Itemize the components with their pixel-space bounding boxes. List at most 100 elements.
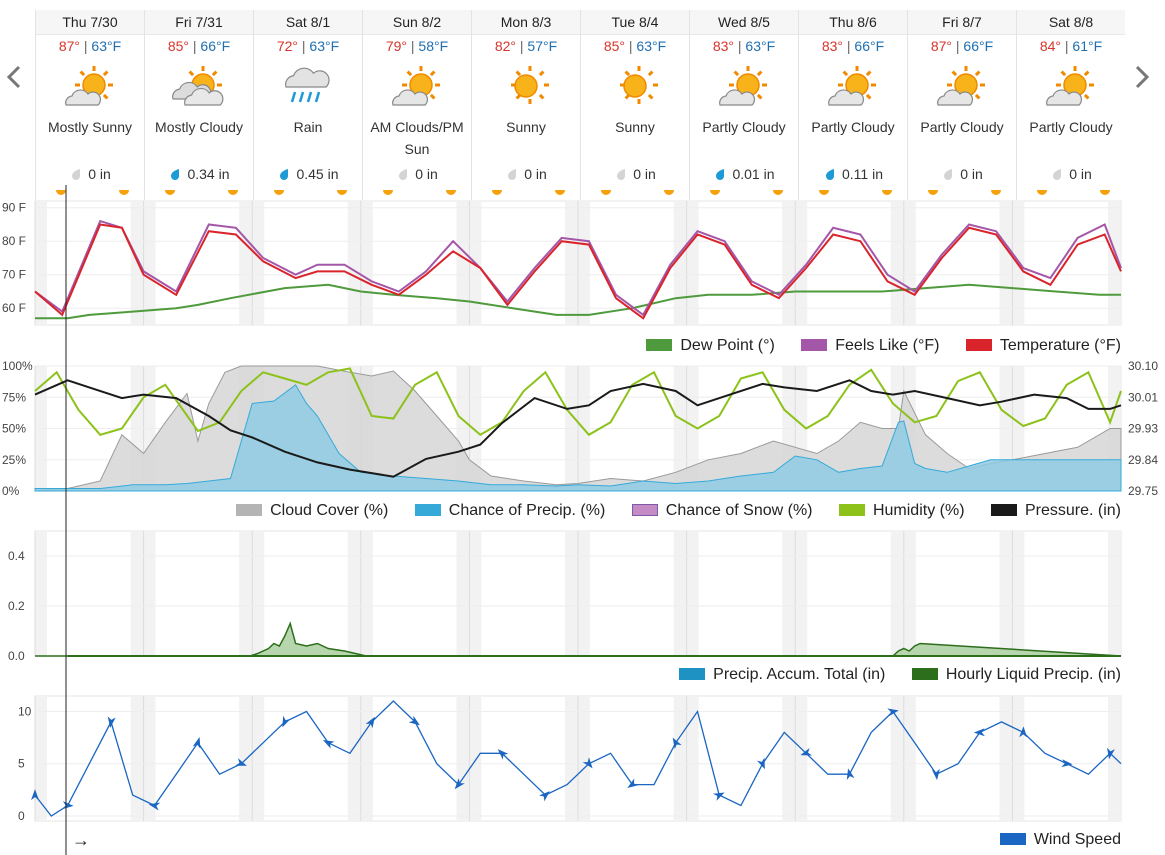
day-column[interactable]: Mon 8/3 82° | 57°F Sunny 0 in xyxy=(471,10,580,200)
day-temps: 87° | 63°F xyxy=(36,38,144,54)
sun-icon xyxy=(620,66,658,104)
day-precip: 0.11 in xyxy=(799,166,908,182)
snow-chance-swatch xyxy=(631,504,658,516)
low-temp: 66°F xyxy=(963,38,994,54)
day-precip: 0 in xyxy=(581,166,690,182)
legend-label: Precip. Accum. Total (in) xyxy=(713,666,886,683)
day-precip: 0.01 in xyxy=(690,166,799,182)
partly-cloudy-icon xyxy=(392,66,440,106)
raindrop-icon xyxy=(617,169,626,180)
wind-direction-arrow xyxy=(148,802,161,811)
wind-direction-arrow xyxy=(672,737,682,750)
series-line-dew_point xyxy=(35,283,1121,320)
legend-pressure[interactable]: Pressure. (in) xyxy=(990,502,1121,520)
high-temp: 87° xyxy=(930,38,952,54)
sunrise-sunset-icon xyxy=(56,190,129,195)
day-temps: 83° | 66°F xyxy=(799,38,907,54)
legend-temperature[interactable]: Temperature (°F) xyxy=(965,337,1121,355)
low-temp: 66°F xyxy=(854,38,885,54)
high-temp: 84° xyxy=(1039,38,1061,54)
high-temp: 83° xyxy=(821,38,843,54)
raindrop-icon xyxy=(716,169,725,180)
legend-precip-chance[interactable]: Chance of Precip. (%) xyxy=(414,502,606,520)
day-date: Tue 8/4 xyxy=(581,10,689,35)
raindrop-icon xyxy=(399,169,408,180)
day-column[interactable]: Sun 8/2 79° | 58°F AM Clouds/PM Sun 0 in xyxy=(362,10,471,200)
legend-label: Chance of Precip. (%) xyxy=(448,502,606,519)
y-tick-label: 5 xyxy=(18,757,25,771)
y-tick-label: 70 F xyxy=(2,268,26,282)
day-column[interactable]: Thu 8/6 83° | 66°F Partly Cloudy 0.11 in xyxy=(798,10,907,200)
day-column[interactable]: Thu 7/30 87° | 63°F Mostly Sunny 0 in xyxy=(35,10,144,200)
humidity-line xyxy=(34,367,1122,437)
wind-direction-arrow xyxy=(31,789,39,801)
chevron-right-icon xyxy=(1135,65,1150,89)
day-column[interactable]: Tue 8/4 85° | 63°F Sunny 0 in xyxy=(580,10,689,200)
partly-cloudy-icon xyxy=(937,66,985,106)
wind-speed-line xyxy=(34,700,1122,817)
day-column[interactable]: Fri 7/31 85° | 66°F Mostly Cloudy 0.34 in xyxy=(144,10,253,200)
day-column[interactable]: Fri 8/7 87° | 66°F Partly Cloudy 0 in xyxy=(907,10,1016,200)
temp-chart-legend: Dew Point (°) Feels Like (°F) Temperatur… xyxy=(624,337,1121,355)
legend-cloud-cover[interactable]: Cloud Cover (%) xyxy=(236,502,388,520)
day-temps: 84° | 61°F xyxy=(1017,38,1125,54)
raindrop-icon xyxy=(826,169,834,180)
temp-separator: | xyxy=(83,38,88,54)
legend-label: Temperature (°F) xyxy=(999,337,1121,354)
wind-direction-arrow xyxy=(62,801,74,810)
temp-separator: | xyxy=(955,38,960,54)
y-tick-label: 90 F xyxy=(2,201,26,215)
wind-direction-arrow xyxy=(1107,747,1115,760)
legend-precip-total[interactable]: Precip. Accum. Total (in) xyxy=(679,666,885,684)
day-date: Thu 7/30 xyxy=(36,10,144,35)
high-temp: 85° xyxy=(603,38,625,54)
low-temp: 63°F xyxy=(309,38,340,54)
day-column[interactable]: Wed 8/5 83° | 63°F Partly Cloudy 0.01 in xyxy=(689,10,798,200)
legend-snow-chance[interactable]: Chance of Snow (%) xyxy=(631,502,813,520)
sunrise-sunset-icon xyxy=(710,190,783,195)
low-temp: 63°F xyxy=(91,38,122,54)
day-column[interactable]: Sat 8/1 72° | 63°F Rain 0.45 in xyxy=(253,10,362,200)
prev-days-arrow[interactable] xyxy=(2,62,28,92)
day-temps: 82° | 57°F xyxy=(472,38,580,54)
legend-wind-speed[interactable]: Wind Speed xyxy=(999,831,1121,849)
y-tick-label: 0.2 xyxy=(8,599,25,613)
wind-direction-arrow xyxy=(846,768,855,781)
day-temps: 87° | 66°F xyxy=(908,38,1016,54)
temp-separator: | xyxy=(192,38,197,54)
legend-dew-point[interactable]: Dew Point (°) xyxy=(646,337,775,355)
day-date: Sun 8/2 xyxy=(363,10,471,35)
wind-direction-arrow xyxy=(1061,759,1073,768)
series-line-temperature xyxy=(34,223,1122,320)
high-temp: 72° xyxy=(276,38,298,54)
temp-separator: | xyxy=(846,38,851,54)
day-precip: 0.34 in xyxy=(145,166,254,182)
precip-chance-area xyxy=(34,384,1122,492)
legend-label: Chance of Snow (%) xyxy=(665,502,813,519)
day-column[interactable]: Sat 8/8 84° | 61°F Partly Cloudy 0 in xyxy=(1016,10,1125,200)
wind-direction-arrow xyxy=(800,747,813,756)
temp-separator: | xyxy=(1064,38,1069,54)
y-tick-label-right: 30.01 xyxy=(1128,390,1158,404)
y-tick-label: 100% xyxy=(2,359,33,373)
sunrise-sunset-icon xyxy=(601,190,674,195)
precip-amount: 0.11 in xyxy=(842,166,883,182)
y-tick-label: 60 F xyxy=(2,301,26,315)
next-days-arrow[interactable] xyxy=(1128,62,1154,92)
night-band xyxy=(35,201,47,325)
partly-cloudy-icon xyxy=(828,66,876,106)
low-temp: 61°F xyxy=(1072,38,1103,54)
legend-feels-like[interactable]: Feels Like (°F) xyxy=(801,337,939,355)
low-temp: 66°F xyxy=(200,38,231,54)
legend-humidity[interactable]: Humidity (%) xyxy=(838,502,965,520)
legend-hourly-precip[interactable]: Hourly Liquid Precip. (in) xyxy=(911,666,1121,684)
high-temp: 83° xyxy=(712,38,734,54)
sunrise-sunset-icon xyxy=(274,190,347,195)
day-date: Sat 8/1 xyxy=(254,10,362,35)
wind-direction-arrow xyxy=(192,737,201,749)
temp-separator: | xyxy=(628,38,633,54)
day-date: Mon 8/3 xyxy=(472,10,580,35)
legend-label: Feels Like (°F) xyxy=(835,337,940,354)
legend-label: Wind Speed xyxy=(1033,831,1121,848)
